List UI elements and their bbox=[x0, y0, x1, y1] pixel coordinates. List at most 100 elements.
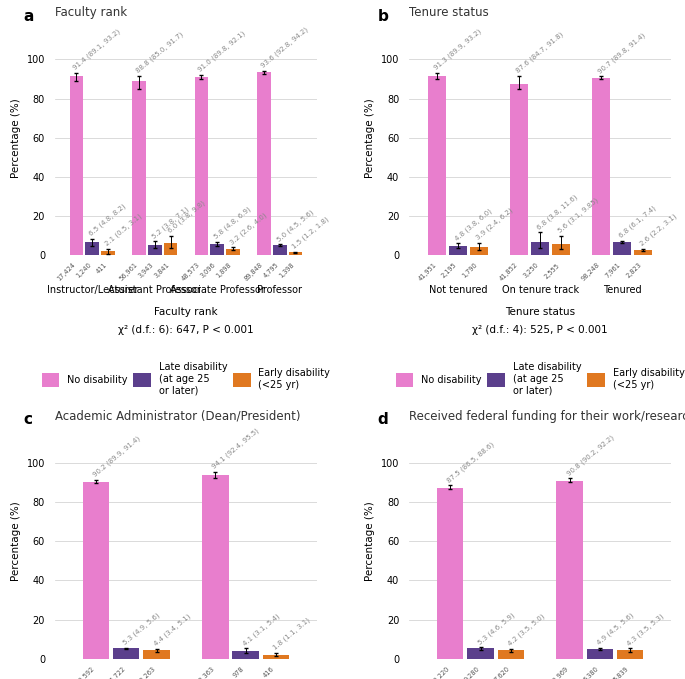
Bar bbox=[593, 77, 610, 255]
Text: 90.8 (90.2, 92.2): 90.8 (90.2, 92.2) bbox=[565, 434, 615, 477]
Text: 4.3 (3.5, 5.3): 4.3 (3.5, 5.3) bbox=[625, 612, 665, 646]
Bar bbox=[86, 242, 99, 255]
Bar bbox=[232, 650, 259, 659]
Text: 5.6 (3.1, 9.85): 5.6 (3.1, 9.85) bbox=[557, 197, 599, 234]
Bar bbox=[449, 246, 467, 255]
Bar bbox=[586, 649, 613, 659]
Text: 4.9 (4.5, 5.6): 4.9 (4.5, 5.6) bbox=[595, 612, 634, 646]
Text: 41,951: 41,951 bbox=[417, 262, 438, 282]
Text: 22,363: 22,363 bbox=[195, 665, 215, 679]
Text: Faculty rank: Faculty rank bbox=[55, 6, 127, 19]
Bar bbox=[437, 488, 464, 659]
Text: Faculty rank: Faculty rank bbox=[154, 307, 218, 316]
Bar bbox=[113, 648, 140, 659]
Text: Received federal funding for their work/research: Received federal funding for their work/… bbox=[409, 410, 685, 423]
Text: 5.3 (4.6, 5.9): 5.3 (4.6, 5.9) bbox=[476, 611, 515, 646]
Text: χ² (d.f.: 4): 525, P < 0.001: χ² (d.f.: 4): 525, P < 0.001 bbox=[473, 325, 608, 335]
Legend: No disability, Late disability
(at age 25
or later), Early disability
(<25 yr): No disability, Late disability (at age 2… bbox=[396, 363, 684, 396]
Text: 5.3 (4.9, 5.6): 5.3 (4.9, 5.6) bbox=[122, 612, 161, 646]
Bar bbox=[552, 244, 570, 255]
Text: c: c bbox=[23, 412, 32, 427]
Bar bbox=[202, 475, 229, 659]
Text: 3.2 (2.6, 4.0): 3.2 (2.6, 4.0) bbox=[229, 211, 268, 246]
Text: 3,841: 3,841 bbox=[153, 262, 171, 279]
Bar bbox=[226, 249, 240, 255]
Text: a: a bbox=[23, 9, 34, 24]
Text: 411: 411 bbox=[95, 262, 108, 275]
Bar bbox=[101, 251, 115, 255]
Text: 87.5 (86.5, 88.6): 87.5 (86.5, 88.6) bbox=[446, 441, 496, 484]
Text: 3,943: 3,943 bbox=[137, 262, 155, 279]
Text: 7,961: 7,961 bbox=[605, 262, 622, 279]
Y-axis label: Percentage (%): Percentage (%) bbox=[11, 501, 21, 581]
Text: 4.2 (3.5, 5.0): 4.2 (3.5, 5.0) bbox=[506, 613, 545, 647]
Text: 3,250: 3,250 bbox=[523, 262, 540, 280]
Text: 4.4 (3.4, 5.1): 4.4 (3.4, 5.1) bbox=[152, 613, 191, 647]
Bar bbox=[556, 481, 583, 659]
Text: 87.6 (84.7, 91.8): 87.6 (84.7, 91.8) bbox=[515, 31, 565, 74]
Y-axis label: Percentage (%): Percentage (%) bbox=[365, 98, 375, 178]
Text: 2,195: 2,195 bbox=[440, 262, 458, 279]
Text: 4.1 (3.1, 5.4): 4.1 (3.1, 5.4) bbox=[241, 612, 281, 646]
Bar bbox=[634, 250, 652, 255]
Text: 160,220: 160,220 bbox=[427, 665, 450, 679]
Text: 91.3 (89.9, 93.2): 91.3 (89.9, 93.2) bbox=[433, 28, 483, 71]
Y-axis label: Percentage (%): Percentage (%) bbox=[11, 98, 21, 178]
Text: 6.0 (3.8, 9.8): 6.0 (3.8, 9.8) bbox=[166, 200, 205, 234]
Text: 89,848: 89,848 bbox=[243, 262, 264, 282]
Text: 93.6 (92.8, 94.2): 93.6 (92.8, 94.2) bbox=[260, 26, 309, 69]
Text: 17,424: 17,424 bbox=[56, 262, 77, 282]
Bar bbox=[70, 76, 84, 255]
Text: 160,969: 160,969 bbox=[546, 665, 570, 679]
Bar bbox=[273, 245, 286, 255]
Text: 5,839: 5,839 bbox=[612, 665, 630, 679]
Bar bbox=[510, 84, 528, 255]
Text: 416: 416 bbox=[262, 665, 276, 678]
Bar bbox=[132, 81, 146, 255]
Bar bbox=[164, 243, 177, 255]
Bar bbox=[195, 77, 208, 255]
Text: 978: 978 bbox=[232, 665, 246, 678]
Text: 5.0 (4.5, 5.6): 5.0 (4.5, 5.6) bbox=[275, 208, 314, 242]
Text: 1,790: 1,790 bbox=[462, 262, 479, 279]
Text: 14,722: 14,722 bbox=[105, 665, 126, 679]
Text: 3.9 (2.4, 6.2): 3.9 (2.4, 6.2) bbox=[475, 207, 514, 241]
Bar bbox=[613, 242, 631, 255]
Text: 2,823: 2,823 bbox=[625, 262, 643, 280]
Text: 1,398: 1,398 bbox=[278, 262, 295, 279]
Y-axis label: Percentage (%): Percentage (%) bbox=[365, 501, 375, 581]
Text: 249,592: 249,592 bbox=[73, 665, 96, 679]
Text: 1.8 (1.1, 3.1): 1.8 (1.1, 3.1) bbox=[271, 617, 311, 651]
Text: 94.1 (92.4, 95.5): 94.1 (92.4, 95.5) bbox=[211, 428, 260, 471]
Text: χ² (d.f.: 6): 647, P < 0.001: χ² (d.f.: 6): 647, P < 0.001 bbox=[118, 325, 253, 335]
Text: 90.7 (89.8, 91.4): 90.7 (89.8, 91.4) bbox=[597, 32, 647, 75]
Text: 2,555: 2,555 bbox=[543, 262, 561, 280]
Text: 56,961: 56,961 bbox=[119, 262, 139, 282]
Bar bbox=[470, 247, 488, 255]
Bar bbox=[143, 650, 170, 659]
Text: 7,620: 7,620 bbox=[493, 665, 511, 679]
Bar bbox=[616, 650, 643, 659]
Text: 6.8 (3.8, 11.6): 6.8 (3.8, 11.6) bbox=[536, 194, 579, 231]
Bar bbox=[262, 655, 289, 659]
Text: 4.8 (3.8, 6.0): 4.8 (3.8, 6.0) bbox=[454, 207, 493, 242]
Text: 3,096: 3,096 bbox=[200, 262, 217, 279]
Text: b: b bbox=[377, 9, 388, 24]
Text: Academic Administrator (Dean/President): Academic Administrator (Dean/President) bbox=[55, 410, 300, 423]
Text: 1,898: 1,898 bbox=[216, 262, 233, 279]
Text: 2.6 (2.2, 3.1): 2.6 (2.2, 3.1) bbox=[638, 213, 677, 247]
Text: 98,248: 98,248 bbox=[581, 262, 601, 282]
Bar bbox=[288, 252, 302, 255]
Text: Tenure status: Tenure status bbox=[505, 307, 575, 316]
Bar bbox=[497, 650, 524, 659]
Text: 48,573: 48,573 bbox=[181, 262, 201, 282]
Text: 41,852: 41,852 bbox=[499, 262, 519, 282]
Text: 90.2 (89.9, 91.4): 90.2 (89.9, 91.4) bbox=[92, 435, 142, 478]
Text: 5.8 (4.8, 6.9): 5.8 (4.8, 6.9) bbox=[213, 206, 252, 240]
Text: 6.8 (6.1, 7.4): 6.8 (6.1, 7.4) bbox=[618, 204, 657, 239]
Text: 4,795: 4,795 bbox=[262, 262, 279, 280]
Text: 88.8 (85.0, 91.7): 88.8 (85.0, 91.7) bbox=[135, 31, 184, 74]
Text: 2.1 (0.5, 3.1): 2.1 (0.5, 3.1) bbox=[104, 213, 143, 247]
Bar bbox=[148, 245, 162, 255]
Bar bbox=[467, 648, 494, 659]
